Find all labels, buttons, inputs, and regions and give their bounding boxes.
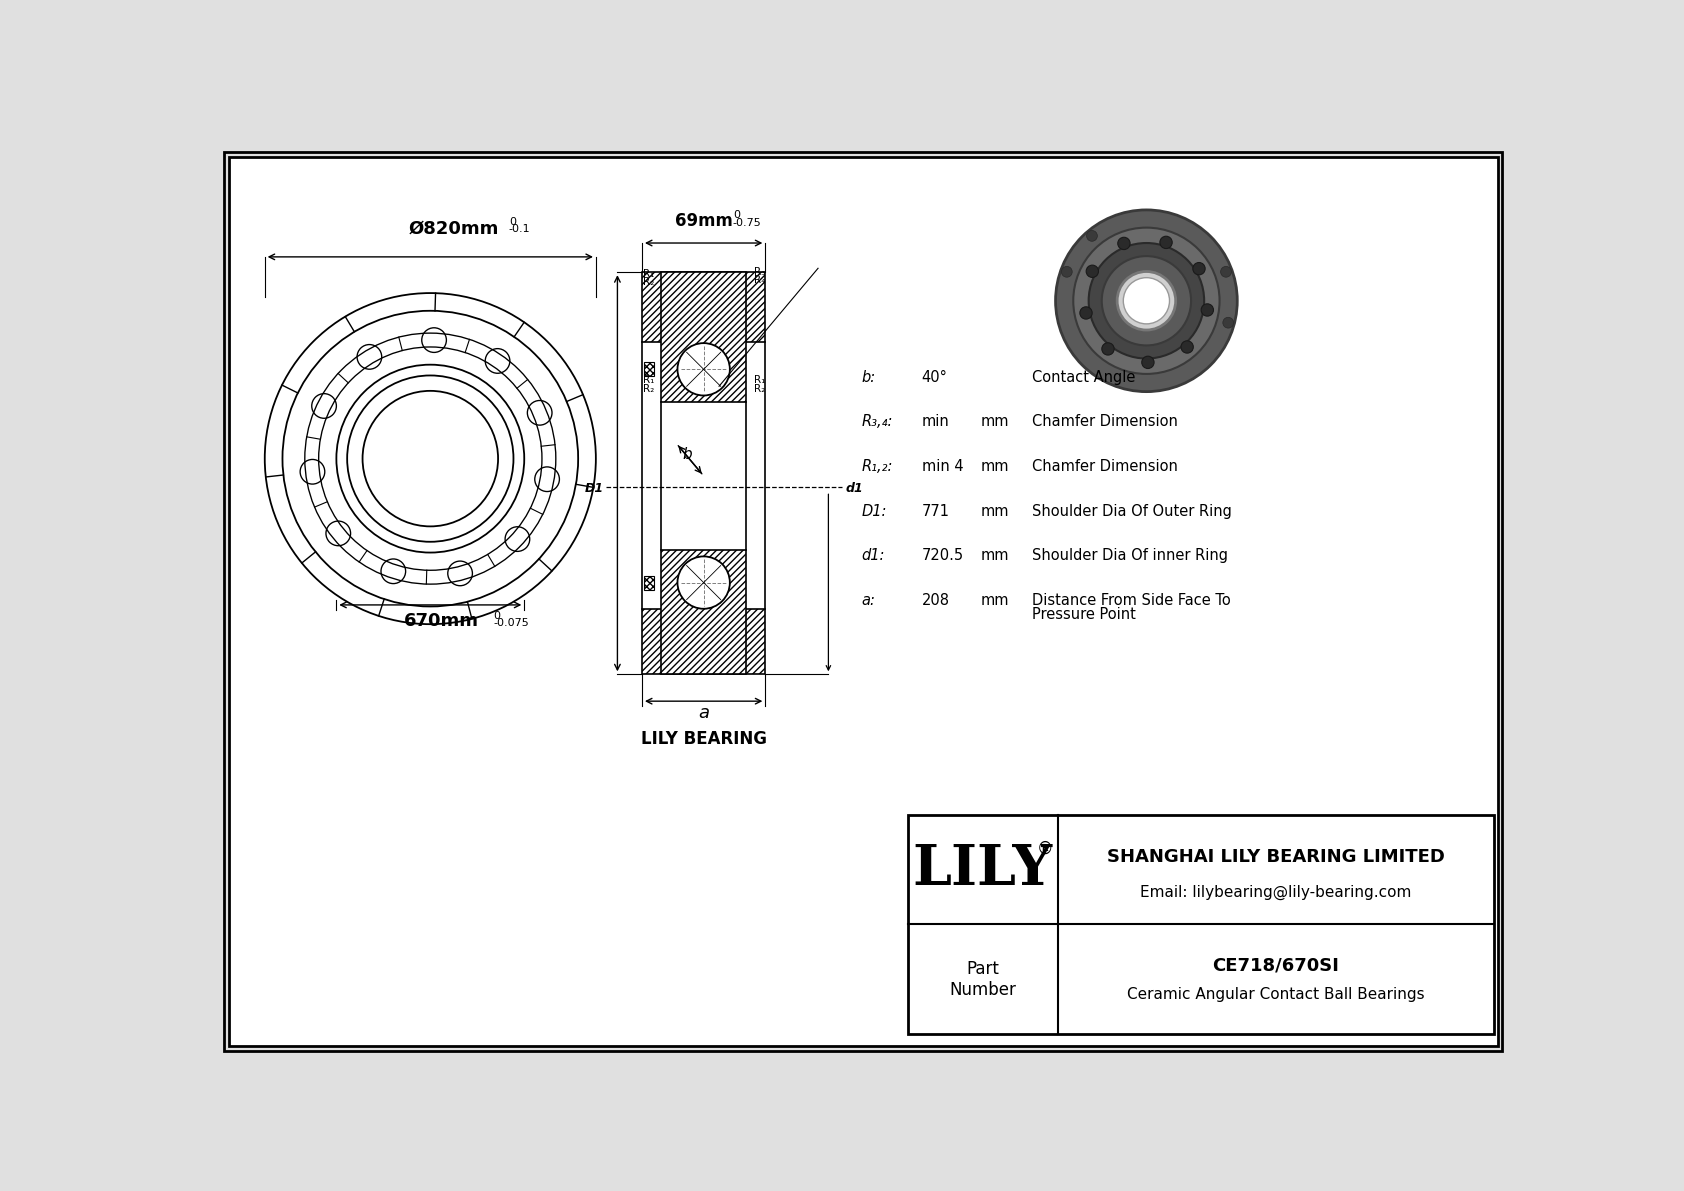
Circle shape [1221,267,1231,278]
Circle shape [1180,341,1194,354]
Text: LILY: LILY [913,842,1052,897]
Text: R₂: R₂ [754,385,765,394]
Text: R₁: R₁ [643,375,653,385]
Bar [643,362,655,376]
Text: min: min [921,414,950,429]
Text: Distance From Side Face To: Distance From Side Face To [1032,593,1231,607]
Text: 0: 0 [493,611,500,621]
Bar [643,575,655,590]
Text: mm: mm [980,548,1009,563]
Text: d1: d1 [845,482,864,495]
Text: Contact Angle: Contact Angle [1032,369,1135,385]
Circle shape [1201,304,1214,316]
Circle shape [1061,267,1073,278]
Text: mm: mm [980,459,1009,474]
Circle shape [1073,227,1219,374]
Circle shape [1101,256,1191,345]
Text: R₃: R₃ [754,267,765,276]
Text: -0.075: -0.075 [493,618,529,629]
Text: b:: b: [862,369,876,385]
Text: a:: a: [862,593,876,607]
Text: Shoulder Dia Of Outer Ring: Shoulder Dia Of Outer Ring [1032,504,1233,518]
Circle shape [677,556,729,609]
Text: R₃,₄:: R₃,₄: [862,414,893,429]
Text: 771: 771 [921,504,950,518]
Text: min 4: min 4 [921,459,963,474]
Text: 208: 208 [921,593,950,607]
Text: D1: D1 [584,482,605,495]
Text: R₁: R₁ [754,375,765,385]
Text: 0: 0 [733,211,739,220]
Text: Ceramic Angular Contact Ball Bearings: Ceramic Angular Contact Ball Bearings [1127,987,1425,1002]
Text: mm: mm [980,414,1009,429]
Circle shape [1101,343,1115,355]
Circle shape [1192,262,1206,275]
Text: -0.1: -0.1 [509,224,530,235]
Text: 670mm: 670mm [404,612,480,630]
Circle shape [1088,243,1204,358]
Bar [908,815,1494,1034]
Circle shape [1086,266,1098,278]
Circle shape [677,343,729,395]
Circle shape [1142,356,1154,368]
Polygon shape [662,273,746,401]
Polygon shape [642,273,765,342]
Text: CE718/670SI: CE718/670SI [1212,956,1339,974]
Text: Email: lilybearing@lily-bearing.com: Email: lilybearing@lily-bearing.com [1140,885,1411,899]
Text: Ø820mm: Ø820mm [408,220,498,238]
Text: R₄: R₄ [754,275,765,285]
Text: R₂: R₂ [643,385,653,394]
Text: ®: ® [1036,840,1052,858]
Text: mm: mm [980,504,1009,518]
Text: -0.75: -0.75 [733,218,761,229]
Circle shape [1223,317,1234,328]
Circle shape [1160,236,1172,249]
Text: SHANGHAI LILY BEARING LIMITED: SHANGHAI LILY BEARING LIMITED [1106,848,1445,867]
Circle shape [1086,231,1098,242]
Text: D1:: D1: [862,504,887,518]
Polygon shape [662,550,746,674]
Text: d1:: d1: [862,548,884,563]
Text: R₁: R₁ [643,269,653,279]
Text: Part
Number: Part Number [950,960,1015,998]
Text: Chamfer Dimension: Chamfer Dimension [1032,459,1179,474]
Text: a: a [699,704,709,722]
Polygon shape [642,609,765,674]
Text: Chamfer Dimension: Chamfer Dimension [1032,414,1179,429]
Circle shape [1056,210,1238,392]
Text: Pressure Point: Pressure Point [1032,606,1137,622]
Circle shape [1123,278,1169,324]
Text: 720.5: 720.5 [921,548,963,563]
Text: R₂: R₂ [643,278,653,287]
Text: Shoulder Dia Of inner Ring: Shoulder Dia Of inner Ring [1032,548,1228,563]
Circle shape [1118,237,1130,250]
Text: 0: 0 [509,217,515,226]
Circle shape [1079,307,1093,319]
Text: R₁,₂:: R₁,₂: [862,459,893,474]
Circle shape [1116,272,1175,330]
Text: b: b [682,447,692,462]
Text: 69mm: 69mm [675,212,733,230]
Text: mm: mm [980,593,1009,607]
Text: 40°: 40° [921,369,948,385]
Text: LILY BEARING: LILY BEARING [640,730,766,748]
